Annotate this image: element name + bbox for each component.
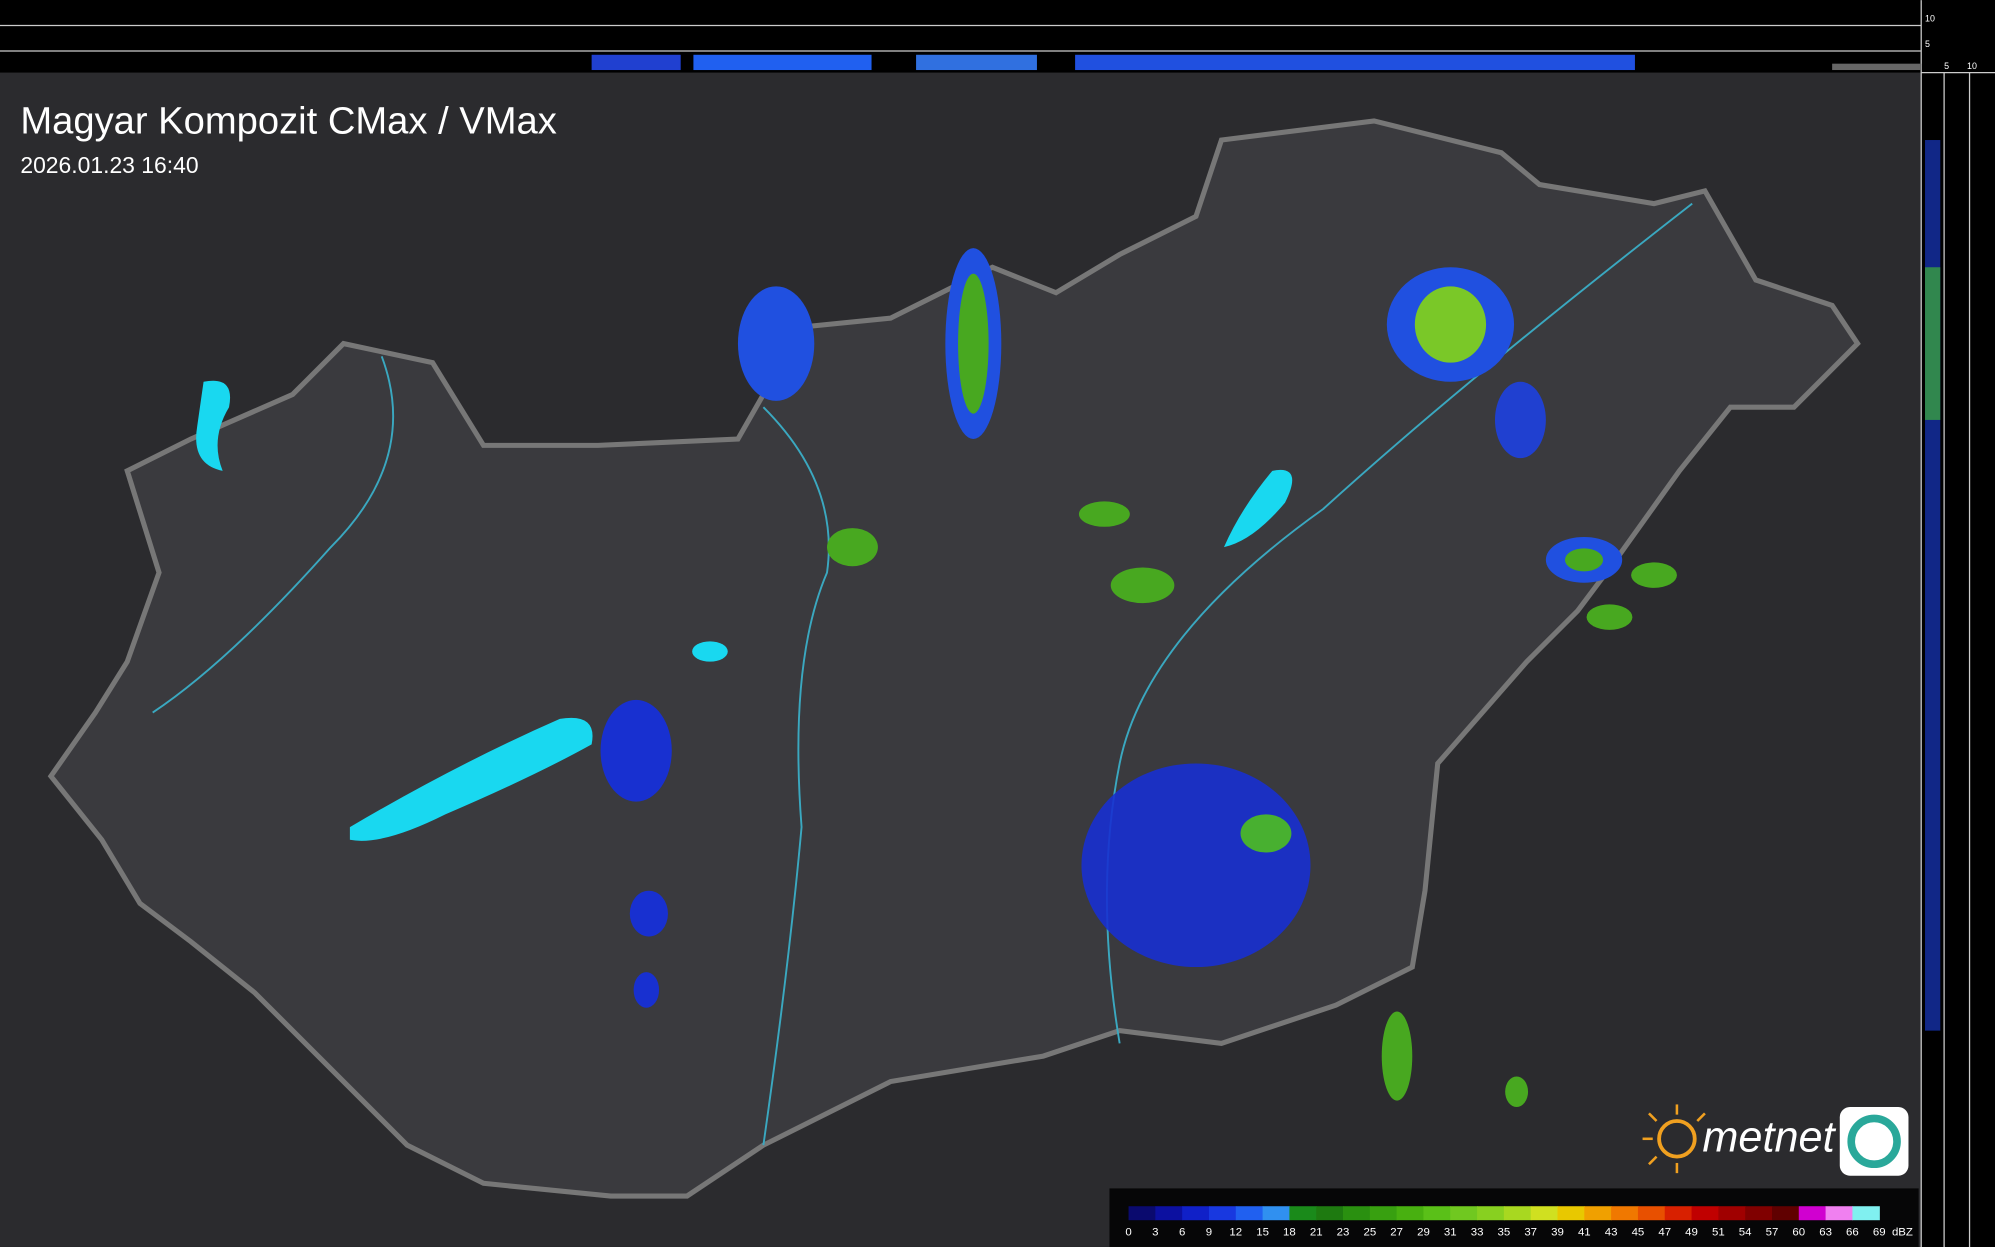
legend-swatch <box>1182 1206 1210 1221</box>
legend-label: 27 <box>1390 1226 1403 1238</box>
legend-label: 45 <box>1632 1226 1645 1238</box>
profile-tick-label: 5 <box>1925 39 1930 49</box>
legend-label: 43 <box>1605 1226 1618 1238</box>
legend-label: 47 <box>1658 1226 1671 1238</box>
legend-label: 12 <box>1229 1226 1242 1238</box>
legend-label: 54 <box>1739 1226 1752 1238</box>
legend-unit: dBZ <box>1892 1226 1913 1238</box>
logo-text: metnet <box>1702 1114 1836 1162</box>
legend-label: 23 <box>1337 1226 1350 1238</box>
legend-label: 33 <box>1471 1226 1484 1238</box>
legend-swatch <box>1771 1206 1800 1221</box>
legend-swatch <box>1798 1206 1827 1221</box>
legend-swatch <box>1530 1206 1559 1221</box>
legend-label: 39 <box>1551 1226 1564 1238</box>
legend-label: 9 <box>1206 1226 1212 1238</box>
lakes <box>196 380 1293 841</box>
legend-label: 3 <box>1152 1226 1158 1238</box>
legend-swatch <box>1128 1206 1156 1221</box>
legend-label: 25 <box>1363 1226 1376 1238</box>
legend-swatch <box>1235 1206 1264 1221</box>
legend-swatch <box>1745 1206 1773 1221</box>
legend-swatch <box>1316 1206 1344 1221</box>
legend-label: 60 <box>1792 1226 1805 1238</box>
legend-swatch <box>1477 1206 1505 1221</box>
legend-swatch <box>1423 1206 1451 1221</box>
legend-swatch <box>1611 1206 1639 1221</box>
country-outline <box>47 118 1861 1199</box>
timestamp: 2026.01.23 16:40 <box>20 152 198 178</box>
legend-label: 37 <box>1524 1226 1537 1238</box>
legend-swatch <box>1369 1206 1398 1221</box>
legend-label: 31 <box>1444 1226 1457 1238</box>
profile-tick-label: 10 <box>1967 61 1977 71</box>
legend-label: 18 <box>1283 1226 1296 1238</box>
legend-swatch <box>1289 1206 1317 1221</box>
legend-swatch <box>1664 1206 1693 1221</box>
legend-swatch <box>1691 1206 1719 1221</box>
legend-label: 57 <box>1766 1226 1779 1238</box>
legend-swatch <box>1208 1206 1237 1221</box>
legend-label: 6 <box>1179 1226 1185 1238</box>
legend-swatch <box>1262 1206 1291 1221</box>
legend-label: 63 <box>1819 1226 1832 1238</box>
legend-swatch <box>1637 1206 1666 1221</box>
legend-label: 35 <box>1498 1226 1511 1238</box>
legend-swatch <box>1557 1206 1585 1221</box>
legend-label: 49 <box>1685 1226 1698 1238</box>
legend-swatch <box>1825 1206 1854 1221</box>
logo: metnet <box>1642 1104 1909 1176</box>
profile-echoes <box>591 54 1941 1031</box>
legend-label: 15 <box>1256 1226 1269 1238</box>
legend-swatch <box>1155 1206 1183 1221</box>
legend-label: 51 <box>1712 1226 1725 1238</box>
profile-tick-label: 10 <box>1925 14 1935 24</box>
legend: 0 3 6 9 12 15 18 21 23 25 27 29 31 33 35 37 39 41 43 45 47 49… <box>1125 1206 1913 1238</box>
legend-label: 41 <box>1578 1226 1591 1238</box>
legend-swatch <box>1718 1206 1746 1221</box>
legend-swatch <box>1852 1206 1880 1221</box>
legend-swatch <box>1343 1206 1371 1221</box>
legend-swatch <box>1450 1206 1478 1221</box>
radar-echoes <box>600 248 1677 1107</box>
legend-swatch <box>1396 1206 1425 1221</box>
legend-swatch <box>1584 1206 1612 1221</box>
legend-label: 69 <box>1873 1226 1886 1238</box>
title: Magyar Kompozit CMax / VMax <box>20 100 556 143</box>
legend-swatch <box>1503 1206 1532 1221</box>
legend-label: 29 <box>1417 1226 1430 1238</box>
legend-label: 66 <box>1846 1226 1859 1238</box>
legend-label: 21 <box>1310 1226 1323 1238</box>
profile-tick-label: 5 <box>1944 61 1949 71</box>
legend-label: 0 <box>1125 1226 1131 1238</box>
